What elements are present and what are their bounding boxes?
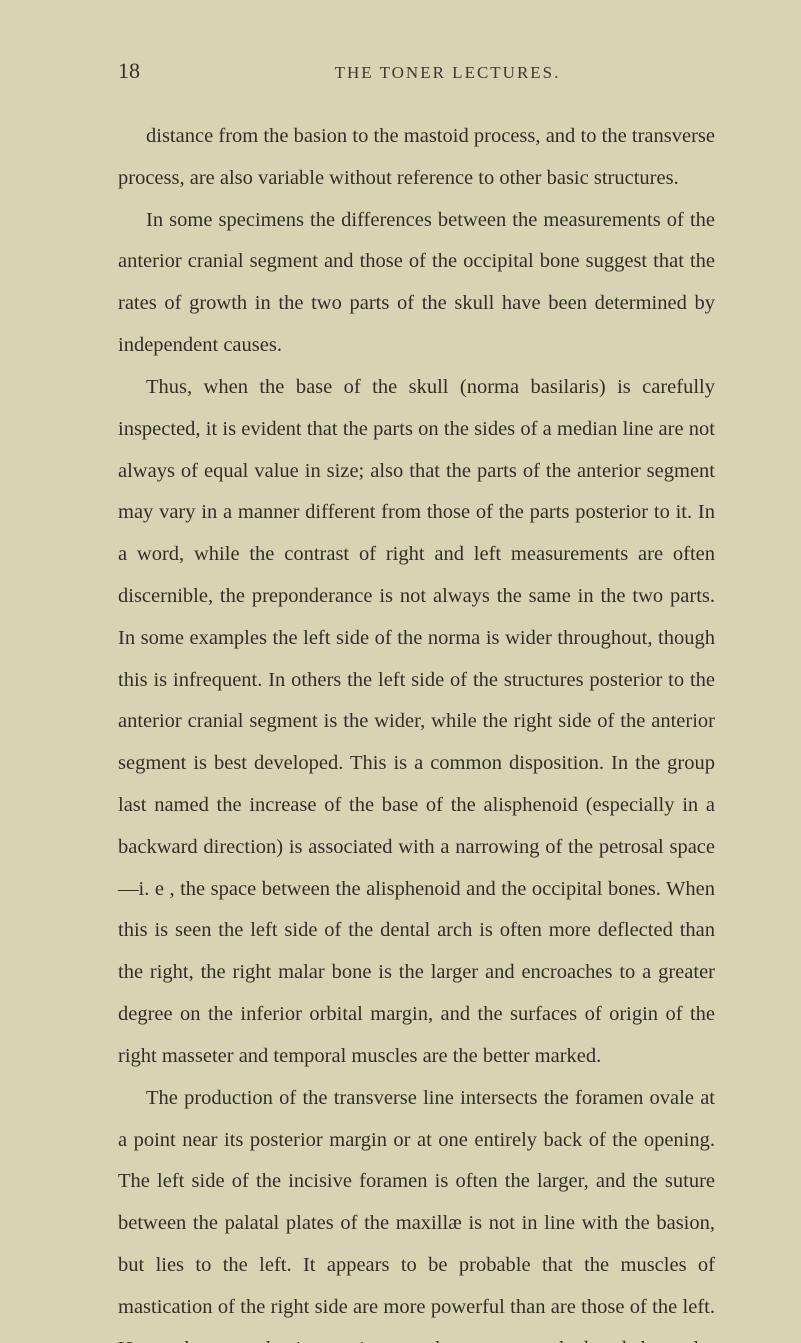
paragraph: distance from the basion to the mastoid … <box>118 116 715 200</box>
page-number: 18 <box>118 58 140 84</box>
page-body: distance from the basion to the mastoid … <box>118 116 715 1343</box>
page-header: 18 THE TONER LECTURES. <box>118 58 715 84</box>
paragraph: The production of the transverse line in… <box>118 1078 715 1343</box>
document-page: 18 THE TONER LECTURES. distance from the… <box>0 0 801 1343</box>
paragraph: In some specimens the differences betwee… <box>118 200 715 367</box>
paragraph: Thus, when the base of the skull (norma … <box>118 367 715 1078</box>
running-title: THE TONER LECTURES. <box>140 63 715 83</box>
